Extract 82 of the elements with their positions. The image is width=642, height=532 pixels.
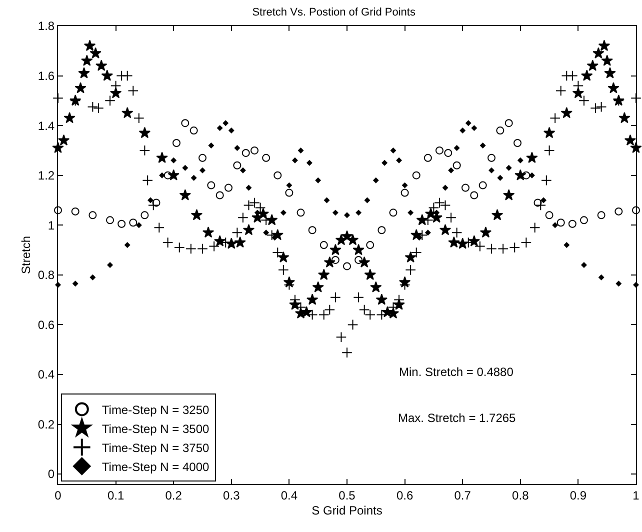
x-tick-label: 0.1 (107, 488, 124, 502)
x-tick-label: 0.8 (512, 488, 530, 502)
x-tick-label: 1 (632, 488, 640, 502)
point (534, 198, 542, 207)
point (331, 256, 340, 264)
y-axis-title: Stretch (19, 236, 34, 274)
legend-label: Time-Step N = 3750 (102, 440, 210, 455)
point (366, 241, 374, 250)
point (242, 148, 250, 157)
y-tick-label: 0.6 (38, 318, 55, 332)
x-tick-label: 0.4 (280, 488, 298, 502)
point (262, 154, 270, 162)
point (172, 138, 180, 147)
point (597, 211, 606, 220)
point (54, 206, 62, 214)
legend-label: Time-Step N = 3500 (102, 422, 210, 436)
point (129, 218, 138, 227)
point (568, 220, 576, 228)
legend-label: Time-Step N = 4000 (102, 460, 210, 474)
point (140, 211, 149, 220)
point (461, 184, 470, 192)
point (106, 216, 114, 224)
point (452, 161, 461, 170)
y-tick-label: 0 (48, 467, 55, 482)
point (496, 126, 504, 135)
point (274, 171, 282, 180)
x-tick-label: 0.3 (223, 488, 240, 502)
legend-label: Time-Step N = 3250 (102, 402, 210, 417)
x-tick-label: 0.2 (165, 488, 182, 502)
point (389, 208, 398, 217)
point (285, 188, 294, 197)
chart-title: Stretch Vs. Postion of Grid Points (252, 6, 416, 19)
point (250, 146, 259, 154)
y-tick-label: 1 (48, 218, 55, 232)
point (308, 226, 316, 234)
point (233, 161, 242, 170)
point (478, 181, 487, 190)
point (343, 262, 351, 270)
point (424, 154, 432, 162)
x-tick-label: 0.7 (454, 488, 472, 502)
point (320, 241, 328, 250)
point (400, 188, 409, 197)
y-tick-label: 0.4 (38, 368, 55, 382)
point (470, 191, 478, 200)
point (354, 256, 363, 264)
point (632, 206, 640, 214)
point (152, 198, 160, 207)
y-tick-label: 1.4 (38, 118, 55, 133)
point (164, 171, 172, 180)
y-tick-label: 0.8 (38, 268, 55, 282)
x-tick-label: 0.6 (396, 488, 414, 502)
annotation: Min. Stretch = 0.4880 (399, 365, 514, 379)
y-tick-label: 1.8 (38, 19, 55, 34)
point (88, 211, 97, 220)
point (190, 126, 198, 135)
point (556, 218, 565, 227)
y-tick-label: 0.2 (38, 417, 55, 432)
point (216, 191, 224, 200)
x-tick-label: 0.9 (570, 488, 587, 502)
y-tick-label: 1.2 (38, 168, 55, 183)
point (504, 119, 513, 128)
point (412, 171, 420, 180)
point (522, 171, 530, 180)
point (545, 211, 554, 220)
point (435, 146, 444, 154)
annotation: Max. Stretch = 1.7265 (398, 411, 516, 425)
point (580, 216, 588, 224)
point (488, 154, 496, 162)
point (378, 226, 386, 234)
x-axis-title: S Grid Points (312, 503, 382, 518)
point (296, 208, 305, 217)
point (224, 184, 233, 192)
y-tick-label: 1.6 (38, 68, 55, 83)
x-tick-label: 0.5 (338, 488, 356, 502)
point (118, 220, 126, 228)
point (181, 119, 190, 128)
point (198, 154, 206, 162)
point (444, 148, 452, 157)
point (514, 138, 522, 147)
point (71, 207, 80, 216)
point (207, 181, 216, 190)
point (614, 207, 623, 216)
